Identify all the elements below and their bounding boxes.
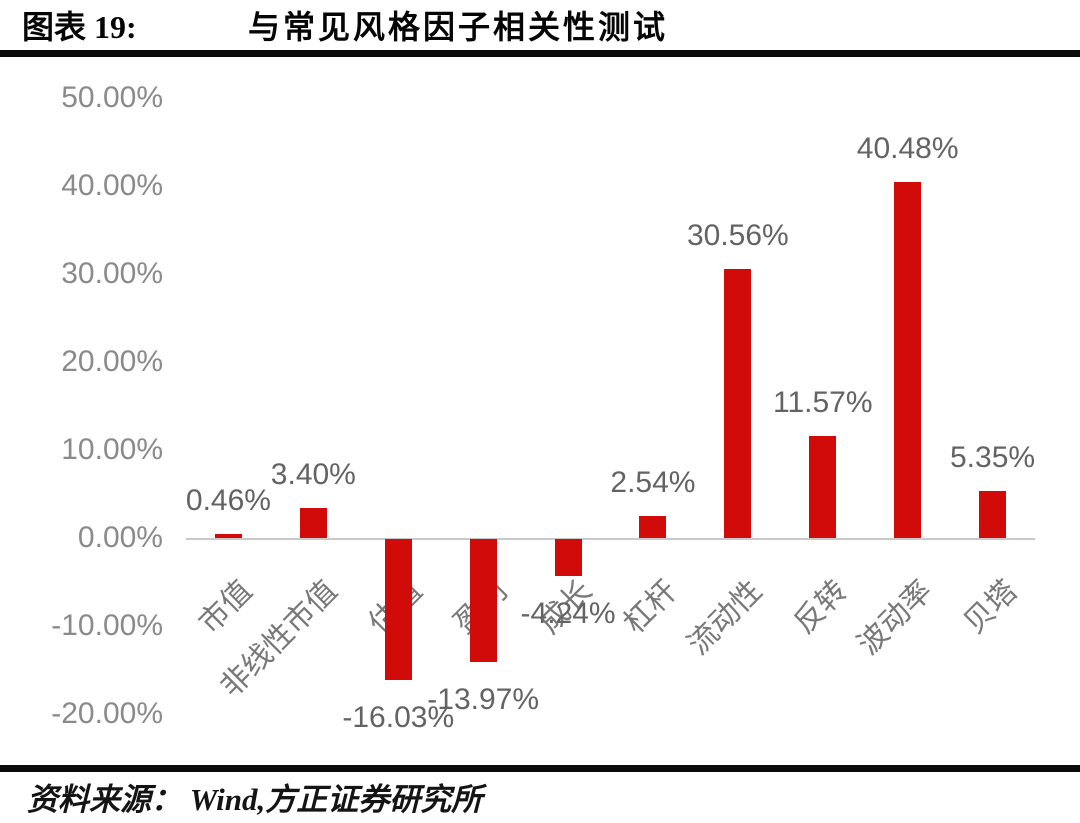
data-label-估值: -16.03% [342,701,455,735]
bar-反转 [809,436,837,538]
bar-波动率 [894,181,922,538]
y-axis-tick-label: 10.00% [61,433,163,466]
bar-贝塔 [979,490,1007,538]
data-label-市值: 0.46% [185,483,271,517]
x-axis-label-反转: 反转 [787,574,854,641]
x-axis-label-波动率: 波动率 [851,574,939,662]
bar-成长 [554,539,582,577]
x-axis-label-流动性: 流动性 [681,574,769,662]
data-label-贝塔: 5.35% [950,440,1036,474]
y-axis-tick-label: -10.00% [51,609,163,642]
data-label-非线性市值: 3.40% [270,458,356,492]
zero-axis-line [186,538,1035,540]
data-label-波动率: 40.48% [856,131,959,165]
y-axis-tick-label: 20.00% [61,345,163,378]
bar-非线性市值 [299,508,327,538]
figure-number-label: 图表 19: [22,9,137,45]
y-axis-tick-label: 40.00% [61,169,163,202]
y-axis-tick-label: 30.00% [61,257,163,290]
figure-title: 与常见风格因子相关性测试 [248,9,669,45]
y-axis-tick-label: -20.00% [51,697,163,730]
data-label-反转: 11.57% [772,386,873,420]
bottom-rule [0,765,1080,772]
data-label-盈利: -13.97% [427,682,540,716]
top-rule [0,50,1080,57]
bar-流动性 [724,269,752,538]
bar-杠杆 [639,515,667,538]
data-label-成长: -4.24% [520,597,616,631]
y-axis-tick-label: 0.00% [77,521,163,554]
y-axis-tick-label: 50.00% [61,81,163,114]
x-axis-label-贝塔: 贝塔 [957,574,1024,641]
source-note: 资料来源： Wind,方正证券研究所 [27,782,483,817]
bar-估值 [384,539,412,681]
data-label-流动性: 30.56% [686,219,789,253]
data-label-杠杆: 2.54% [610,465,696,499]
x-axis-label-市值: 市值 [193,574,260,641]
bar-市值 [214,533,242,538]
bar-盈利 [469,539,497,662]
correlation-bar-chart: 50.00% 40.00% 30.00% 20.00% 10.00% 0.00% -10.0… [0,57,1080,765]
